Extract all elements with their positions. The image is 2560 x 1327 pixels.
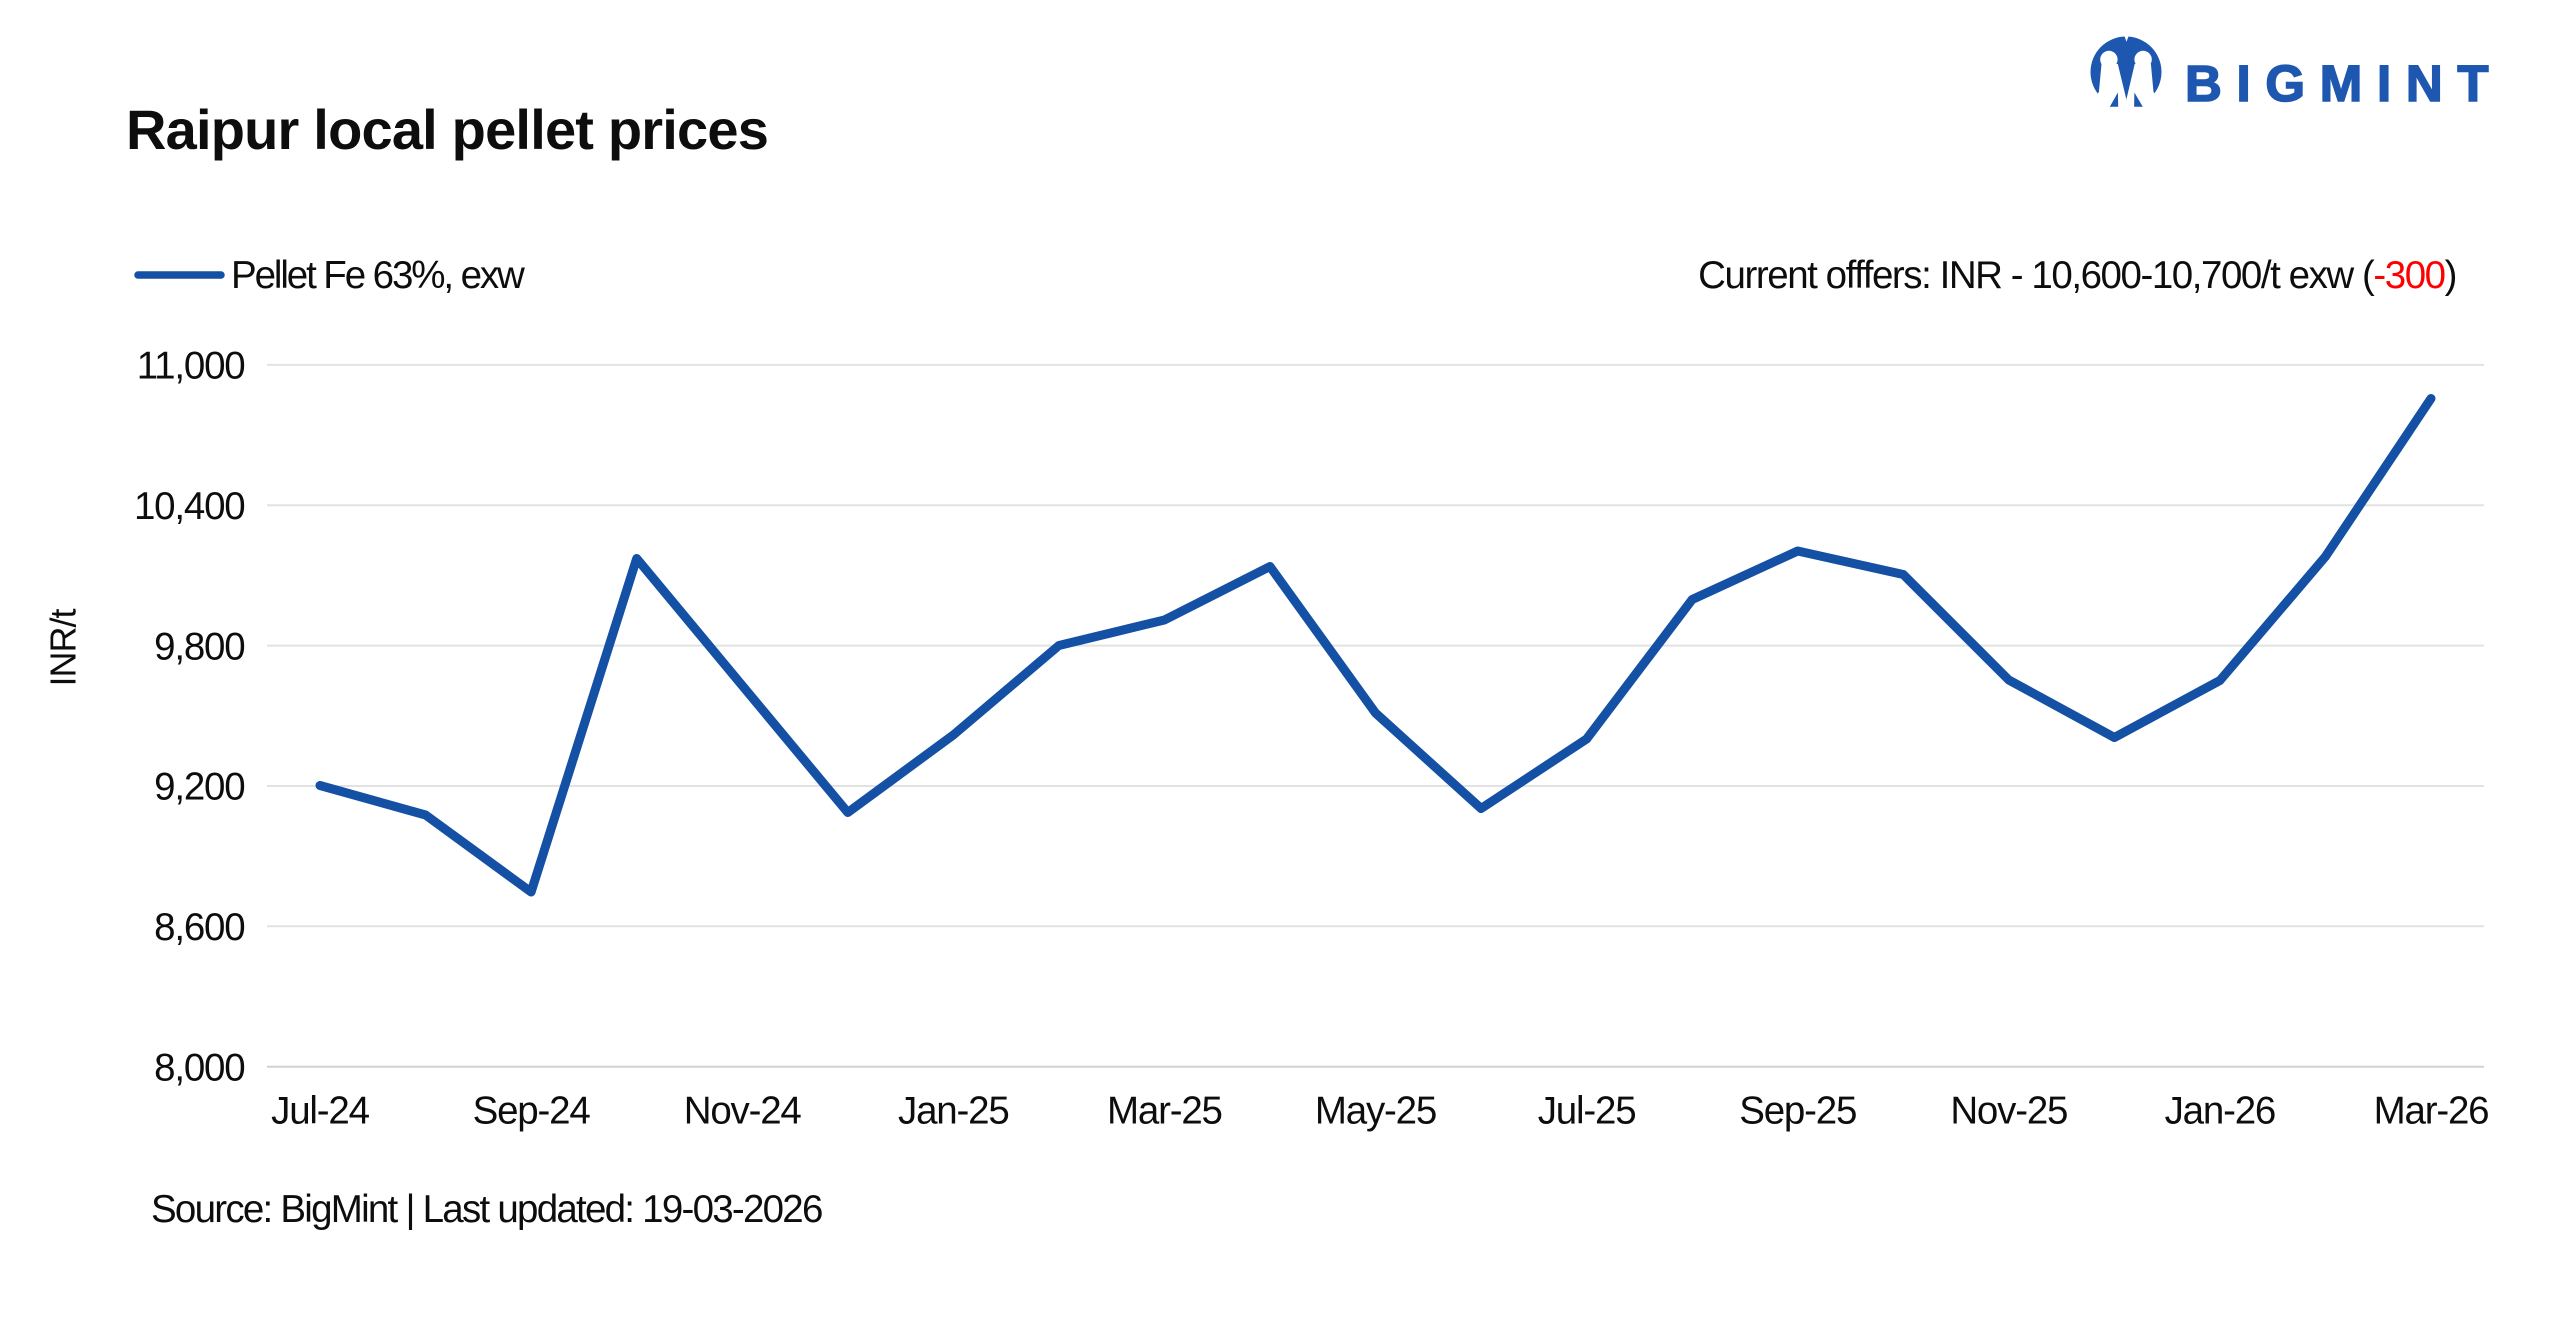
svg-text:10,400: 10,400 (134, 485, 245, 528)
svg-text:Mar-26: Mar-26 (2374, 1090, 2489, 1133)
svg-text:Source: BigMint | Last updated: Source: BigMint | Last updated: 19-03-20… (151, 1188, 822, 1231)
svg-text:Current offfers: INR - 10,600-: Current offfers: INR - 10,600-10,700/t e… (1698, 254, 2456, 297)
svg-text:Jul-25: Jul-25 (1538, 1090, 1636, 1133)
svg-text:May-25: May-25 (1315, 1090, 1436, 1133)
svg-text:Sep-25: Sep-25 (1739, 1090, 1856, 1133)
svg-text:Sep-24: Sep-24 (473, 1090, 591, 1133)
svg-text:9,800: 9,800 (154, 625, 244, 668)
svg-text:BIGMINT: BIGMINT (2185, 55, 2503, 112)
svg-text:8,000: 8,000 (154, 1047, 244, 1090)
svg-text:Pellet Fe 63%, exw: Pellet Fe 63%, exw (231, 254, 525, 297)
svg-text:INR/t: INR/t (43, 609, 84, 687)
svg-text:Mar-25: Mar-25 (1107, 1090, 1222, 1133)
svg-text:11,000: 11,000 (137, 345, 245, 388)
svg-text:Jul-24: Jul-24 (271, 1090, 369, 1133)
svg-text:8,600: 8,600 (154, 906, 244, 949)
svg-text:Raipur local pellet prices: Raipur local pellet prices (126, 98, 768, 161)
svg-text:Jan-26: Jan-26 (2165, 1090, 2276, 1133)
svg-text:Nov-24: Nov-24 (684, 1090, 802, 1133)
svg-text:Jan-25: Jan-25 (898, 1090, 1009, 1133)
svg-text:Nov-25: Nov-25 (1950, 1090, 2067, 1133)
svg-text:9,200: 9,200 (154, 766, 244, 809)
